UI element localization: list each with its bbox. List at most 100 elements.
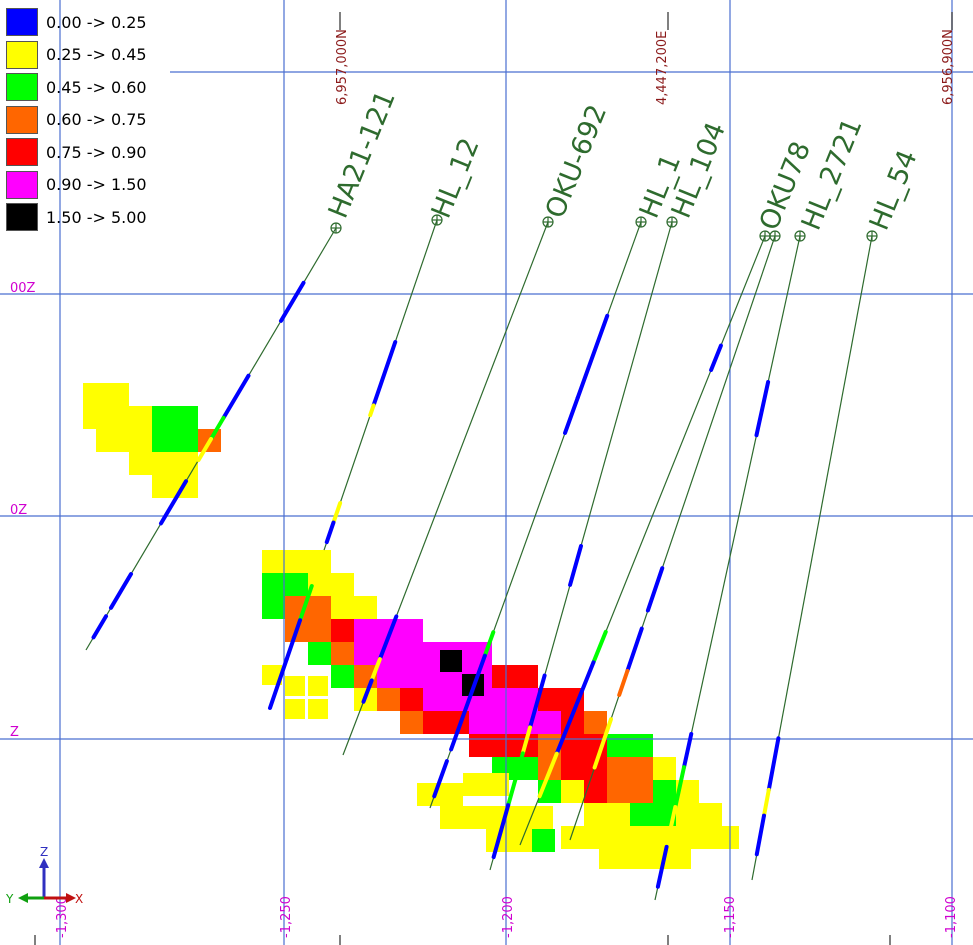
grade-block: [83, 406, 106, 429]
grade-block: [486, 773, 509, 796]
grade-block: [400, 711, 423, 734]
grade-block: [630, 803, 653, 826]
grade-block: [584, 711, 607, 734]
drillhole-trace: [569, 230, 781, 841]
legend-item: 0.90 -> 1.50: [6, 169, 166, 202]
legend-item: 0.75 -> 0.90: [6, 136, 166, 169]
drillhole-label-1: HA21-121: [323, 86, 402, 222]
legend-swatch: [6, 170, 38, 199]
drillhole-trace: [268, 214, 443, 710]
grade-block: [492, 734, 515, 757]
grid-labels: 6,957,000N 6,956,900N 4,447,200E 00Z 0Z …: [10, 29, 959, 938]
assay-interval: [209, 415, 226, 441]
legend-label: 0.45 -> 0.60: [46, 77, 147, 97]
assay-interval: [625, 626, 644, 673]
axis-y-label: Y: [5, 892, 14, 906]
grade-block: [584, 780, 607, 803]
grade-block: [331, 642, 354, 665]
grade-block: [331, 573, 354, 596]
grade-block: [607, 780, 630, 803]
grade-legend: 0.00 -> 0.25 0.25 -> 0.45 0.45 -> 0.60 0…: [6, 6, 166, 234]
grade-block: [509, 829, 532, 852]
grade-block: [630, 780, 653, 803]
drillhole-labels: HA21-121 HL_12 OKU-692 HL_1 HL_104 OKU78…: [323, 86, 924, 234]
legend-item: 1.50 -> 5.00: [6, 201, 166, 234]
grade-block: [599, 846, 622, 869]
legend-label: 0.25 -> 0.45: [46, 45, 147, 65]
grade-block: [492, 665, 515, 688]
assay-interval: [432, 759, 449, 799]
grade-block: [561, 734, 584, 757]
grade-block: [96, 429, 119, 452]
assay-interval: [221, 373, 251, 420]
grade-block: [175, 452, 198, 475]
grade-block: [308, 642, 331, 665]
grade-block: [262, 665, 282, 685]
legend-label: 0.90 -> 1.50: [46, 175, 147, 195]
assay-interval: [324, 520, 336, 545]
assay-interval: [482, 630, 496, 658]
grade-block: [423, 711, 446, 734]
assay-interval: [309, 549, 326, 588]
elevation-label-1: 00Z: [10, 281, 36, 296]
assay-interval: [279, 280, 306, 323]
x-tick-label-4: -1,150: [723, 896, 738, 938]
easting-label-1: 4,447,200E: [655, 31, 670, 105]
assay-interval: [368, 403, 376, 418]
assay-interval: [449, 688, 475, 752]
assay-interval: [196, 437, 213, 463]
grade-block: [83, 383, 106, 406]
assay-interval: [754, 813, 766, 857]
legend-swatch: [6, 105, 38, 134]
grade-block: [308, 676, 328, 696]
elevation-label-2: 0Z: [10, 503, 27, 518]
grade-block: [331, 619, 354, 642]
assay-interval: [109, 572, 133, 610]
legend-label: 0.75 -> 0.90: [46, 142, 147, 162]
assay-interval: [331, 501, 343, 525]
assay-interval: [284, 618, 303, 662]
grade-block: [653, 757, 676, 780]
assay-interval: [371, 340, 398, 408]
assay-interval: [377, 614, 399, 662]
drillhole-trace: [489, 216, 678, 871]
grade-block: [463, 773, 486, 796]
grade-block: [354, 596, 377, 619]
grade-block: [152, 475, 175, 498]
drillhole-trace: [519, 230, 771, 846]
assay-interval: [568, 544, 583, 587]
grade-block: [400, 619, 423, 642]
grade-block: [285, 550, 308, 573]
grade-block: [492, 711, 515, 734]
assay-interval: [159, 479, 188, 526]
grade-block: [538, 711, 561, 734]
assay-interval: [682, 732, 694, 770]
grade-block: [129, 452, 152, 475]
grade-block: [469, 711, 492, 734]
assay-interval: [369, 657, 382, 683]
grade-block: [285, 676, 305, 696]
assay-interval: [709, 343, 723, 372]
grade-block: [175, 406, 198, 429]
assay-interval: [537, 751, 559, 799]
grade-block: [175, 429, 198, 452]
block-model: [83, 383, 739, 869]
legend-swatch: [6, 8, 38, 37]
grade-block: [262, 596, 285, 619]
grade-block: [377, 688, 400, 711]
grade-block: [331, 665, 354, 688]
assay-interval: [673, 765, 686, 810]
grade-block: [262, 550, 285, 573]
assay-interval: [571, 660, 596, 714]
grade-block: [607, 757, 630, 780]
grade-block: [561, 757, 584, 780]
grade-block: [285, 573, 308, 596]
legend-swatch: [6, 73, 38, 102]
assay-interval: [491, 803, 511, 860]
legend-label: 1.50 -> 5.00: [46, 207, 147, 227]
x-tick-label-1: -1,300: [55, 896, 70, 938]
legend-item: 0.45 -> 0.60: [6, 71, 166, 104]
assay-interval: [528, 673, 547, 730]
grade-block: [515, 688, 538, 711]
